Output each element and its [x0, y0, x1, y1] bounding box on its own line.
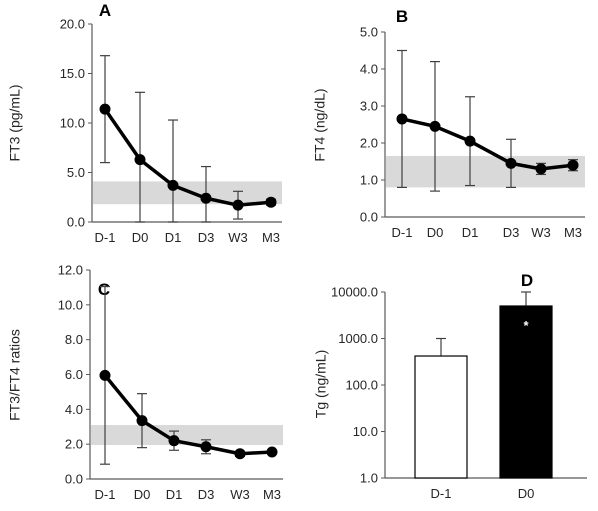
y-axis-label: FT3 (pg/mL) — [7, 84, 23, 161]
data-point — [567, 159, 579, 171]
x-tick-label: D-1 — [392, 225, 413, 240]
y-tick-label: 8.0 — [65, 332, 83, 347]
data-point — [535, 163, 547, 175]
x-tick-label: D-1 — [95, 487, 116, 502]
data-point — [429, 120, 441, 132]
data-point — [134, 154, 146, 166]
x-tick-label: D-1 — [95, 230, 116, 245]
x-tick-label: M3 — [262, 230, 280, 245]
y-tick-label: 10.0 — [353, 424, 378, 439]
y-tick-label: 10000.0 — [331, 285, 378, 300]
y-tick-label: 1.0 — [360, 173, 378, 188]
y-tick-label: 4.0 — [360, 62, 378, 77]
bar — [414, 355, 468, 479]
series-line — [103, 108, 272, 207]
reference-range-band — [386, 155, 585, 188]
x-tick-label: M3 — [564, 225, 582, 240]
data-point — [265, 196, 277, 208]
y-tick-label: 5.0 — [67, 165, 85, 180]
y-tick-label: 0.0 — [360, 210, 378, 225]
data-point — [464, 135, 476, 147]
panel-letter: D — [521, 271, 533, 290]
y-tick-label: 1.0 — [360, 471, 378, 486]
y-tick-label: 2.0 — [360, 136, 378, 151]
data-point — [99, 369, 111, 381]
x-tick-label: D3 — [198, 487, 215, 502]
chart-panel-b: B FT4 (ng/dL) 0.0 1.0 2.0 3.0 4.0 5.0 D-1 D0 D1 D3 W… — [312, 7, 585, 240]
panel-letter: C — [98, 280, 110, 299]
y-tick-label: 5.0 — [360, 25, 378, 40]
reference-range-band — [91, 425, 283, 446]
x-tick-label: D1 — [166, 487, 183, 502]
y-tick-label: 0.0 — [65, 472, 83, 487]
data-point — [505, 157, 517, 169]
x-tick-label: D0 — [518, 486, 535, 501]
y-tick-label: 6.0 — [65, 367, 83, 382]
data-point — [200, 192, 212, 204]
panel-letter: A — [99, 1, 111, 20]
y-tick-label: 2.0 — [65, 437, 83, 452]
y-tick-label: 1000.0 — [338, 331, 378, 346]
x-tick-label: D0 — [132, 230, 149, 245]
data-point — [234, 448, 246, 460]
data-point — [99, 103, 111, 115]
y-tick-label: 15.0 — [60, 66, 85, 81]
x-tick-label: W3 — [228, 230, 248, 245]
panel-letter: B — [396, 7, 408, 26]
y-axis-label: FT4 (ng/dL) — [312, 88, 328, 161]
y-axis-label: FT3/FT4 ratios — [7, 329, 23, 421]
y-tick-label: 10.0 — [58, 297, 83, 312]
chart-panel-c: C FT3/FT4 ratios 0.0 2.0 4.0 6.0 8.0 10.0 12.0 D-… — [7, 263, 283, 502]
data-point — [266, 446, 278, 458]
data-point — [167, 179, 179, 191]
bar — [499, 305, 553, 479]
y-tick-label: 10.0 — [60, 116, 85, 131]
x-tick-label: W3 — [531, 225, 551, 240]
x-tick-label: D3 — [503, 225, 520, 240]
significance-marker: * — [523, 318, 529, 333]
data-point — [396, 113, 408, 125]
x-tick-label: D1 — [462, 225, 479, 240]
data-point — [168, 435, 180, 447]
y-tick-label: 20.0 — [60, 17, 85, 32]
x-tick-label: D3 — [198, 230, 215, 245]
y-tick-label: 3.0 — [360, 99, 378, 114]
x-tick-label: D1 — [165, 230, 182, 245]
y-tick-label: 0.0 — [67, 215, 85, 230]
y-tick-label: 12.0 — [58, 263, 83, 278]
y-axis-label: Tg (ng/mL) — [313, 350, 329, 418]
chart-panel-a: A FT3 (pg/mL) 0.0 5.0 10.0 15.0 20.0 D-1 D0 D1 D3 W… — [7, 1, 282, 245]
chart-panel-d: D Tg (ng/mL) 1.0 10.0 100.0 1000.0 10000.0 D-1 D… — [313, 271, 587, 501]
x-tick-label: D0 — [427, 225, 444, 240]
x-tick-label: D-1 — [431, 486, 452, 501]
data-point — [200, 441, 212, 453]
x-tick-label: D0 — [134, 487, 151, 502]
x-tick-label: M3 — [263, 487, 281, 502]
x-tick-label: W3 — [230, 487, 250, 502]
data-point — [232, 199, 244, 211]
y-tick-label: 4.0 — [65, 402, 83, 417]
y-tick-label: 100.0 — [345, 378, 378, 393]
data-point — [136, 415, 148, 427]
